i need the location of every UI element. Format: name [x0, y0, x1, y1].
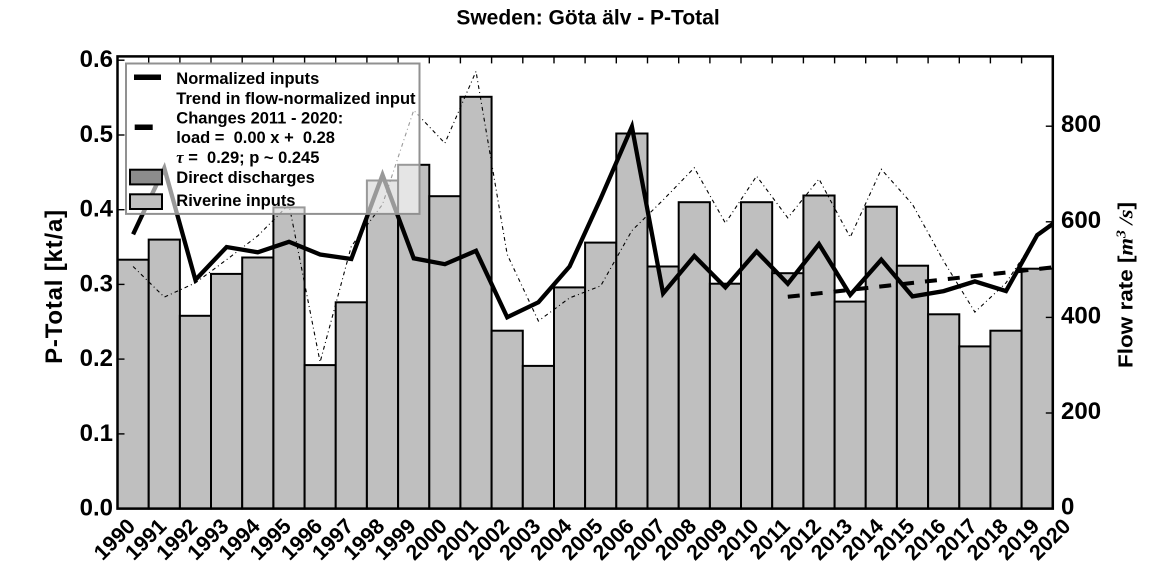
svg-text:0: 0 [1061, 494, 1074, 521]
svg-text:Direct discharges: Direct discharges [176, 169, 314, 187]
svg-text:0.5: 0.5 [80, 121, 113, 148]
svg-text:Flow rate [m3 /s]: Flow rate [m3 /s] [1115, 202, 1138, 368]
svg-text:0.0: 0.0 [80, 495, 113, 522]
svg-text:0.2: 0.2 [80, 345, 113, 372]
svg-text:200: 200 [1061, 398, 1101, 425]
svg-text:Riverine inputs: Riverine inputs [176, 192, 295, 210]
svg-text:0.6: 0.6 [80, 46, 113, 73]
svg-text:600: 600 [1061, 207, 1101, 234]
svg-text:Trend in flow-normalized input: Trend in flow-normalized input [176, 90, 416, 108]
svg-text:Normalized inputs: Normalized inputs [176, 70, 319, 88]
svg-text:load = 0.00 x + 0.28: load = 0.00 x + 0.28 [176, 129, 335, 147]
svg-text:0.1: 0.1 [80, 420, 113, 447]
svg-text:400: 400 [1061, 302, 1101, 329]
svg-text:P-Total [kt/a]: P-Total [kt/a] [41, 209, 68, 364]
svg-text:Sweden: Göta älv - P-Total: Sweden: Göta älv - P-Total [456, 7, 719, 30]
svg-text:0.3: 0.3 [80, 270, 113, 297]
svg-text:Changes 2011 - 2020:: Changes 2011 - 2020: [176, 110, 343, 128]
svg-text:800: 800 [1061, 111, 1101, 138]
svg-text:0.4: 0.4 [80, 196, 114, 223]
svg-text:τ = 0.29; p ~ 0.245: τ = 0.29; p ~ 0.245 [176, 148, 319, 167]
